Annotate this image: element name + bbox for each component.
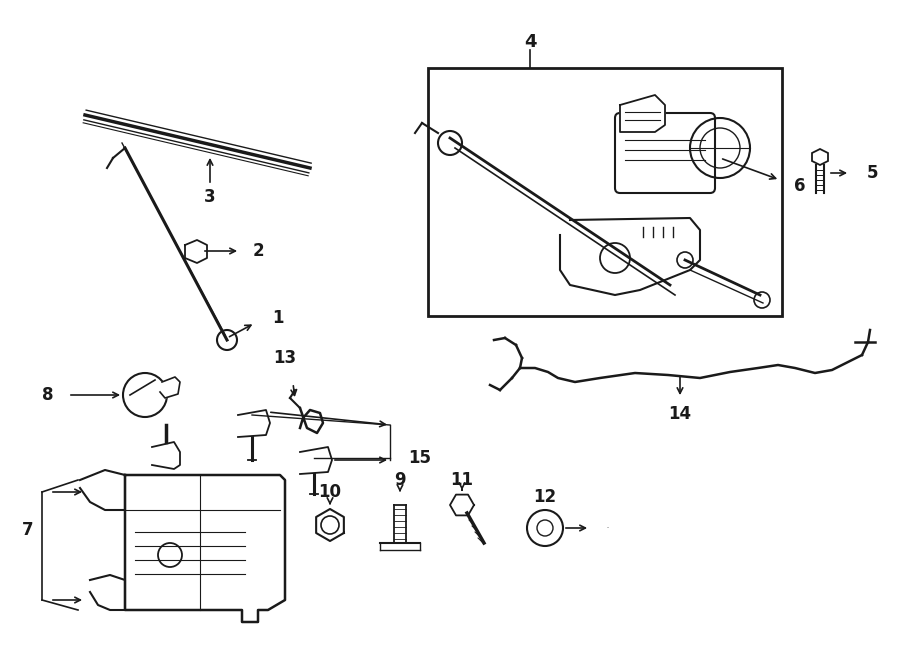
- Polygon shape: [152, 442, 180, 469]
- Text: 4: 4: [524, 33, 536, 51]
- Text: 13: 13: [274, 349, 297, 367]
- Polygon shape: [316, 509, 344, 541]
- Text: 6: 6: [794, 177, 806, 195]
- Bar: [428, 68, 782, 316]
- Polygon shape: [300, 447, 332, 474]
- Polygon shape: [560, 218, 700, 295]
- Polygon shape: [238, 410, 270, 437]
- Text: 10: 10: [319, 483, 341, 501]
- Text: 5: 5: [866, 164, 878, 182]
- Text: 14: 14: [669, 405, 691, 423]
- Text: 11: 11: [451, 471, 473, 489]
- Text: 15: 15: [409, 449, 431, 467]
- Polygon shape: [160, 377, 180, 398]
- Polygon shape: [620, 95, 665, 132]
- Polygon shape: [450, 494, 474, 516]
- Text: 9: 9: [394, 471, 406, 489]
- Polygon shape: [185, 240, 207, 263]
- Text: 7: 7: [22, 521, 34, 539]
- Text: 3: 3: [204, 188, 216, 206]
- FancyBboxPatch shape: [615, 113, 715, 193]
- Text: 8: 8: [42, 386, 54, 404]
- Text: 12: 12: [608, 527, 609, 528]
- Polygon shape: [90, 575, 125, 610]
- Text: 1: 1: [272, 309, 284, 327]
- Polygon shape: [80, 470, 125, 510]
- Text: 12: 12: [534, 488, 556, 506]
- Text: 2: 2: [252, 242, 264, 260]
